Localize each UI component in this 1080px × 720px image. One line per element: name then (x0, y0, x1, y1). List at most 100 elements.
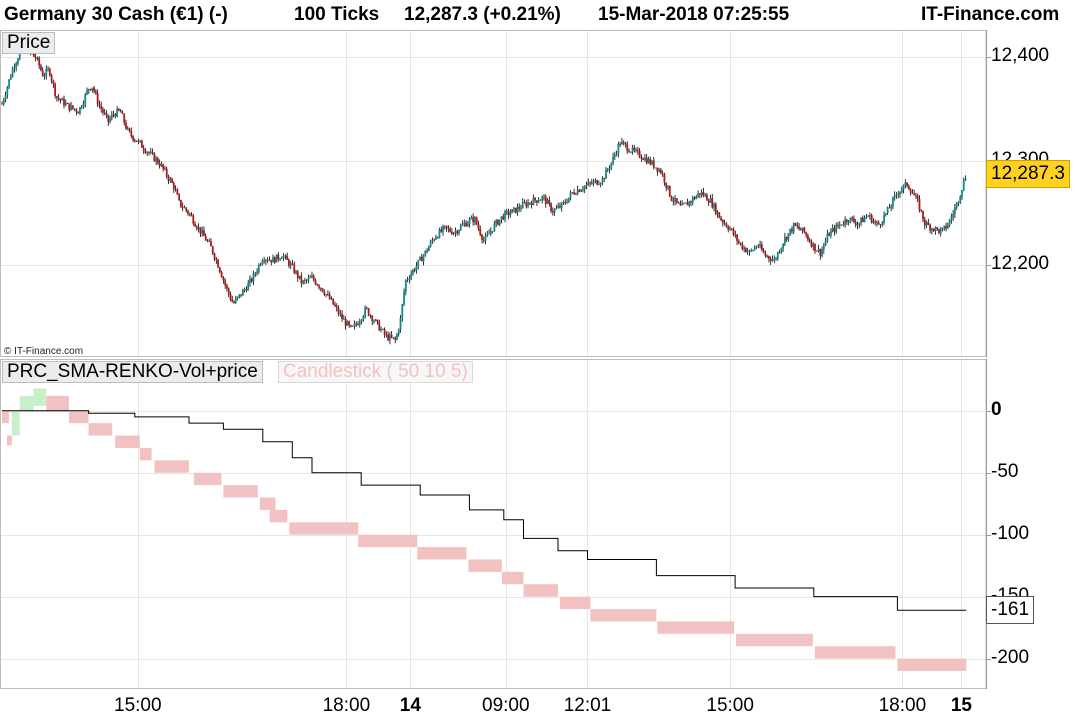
candle-body (619, 143, 622, 145)
candle-body (566, 202, 568, 204)
candle-body (759, 244, 761, 247)
candle-body (445, 225, 448, 229)
candle-body (721, 220, 724, 223)
candle-body (904, 182, 907, 186)
candle-body (571, 192, 574, 194)
candle-body (295, 271, 297, 273)
candle-body (396, 334, 398, 340)
candle-body (957, 202, 960, 203)
indicator-y-tick: -200 (991, 646, 1030, 668)
candle-body (723, 222, 726, 224)
indicator-secondary-label[interactable]: Candlestick ( 50 10 5) (278, 361, 473, 383)
candle-body (849, 217, 852, 222)
indicator-panel[interactable]: PRC_SMA-RENKO-Vol+price Candlestick ( 50… (0, 359, 1080, 689)
candle-body (218, 267, 221, 272)
candle-body (789, 228, 792, 233)
candle-body (420, 256, 423, 262)
candle-body (348, 321, 351, 326)
candle-body (211, 246, 214, 254)
candle-body (782, 243, 784, 249)
candle-body (835, 224, 838, 232)
candle-body (438, 229, 441, 238)
candle-body (794, 223, 797, 226)
candle-body (582, 189, 584, 191)
candle-body (590, 182, 593, 184)
candle-body (227, 288, 230, 294)
candle-body (954, 207, 956, 214)
candle-body (328, 294, 331, 300)
candle-body (303, 280, 306, 281)
candle-body (814, 243, 816, 251)
candle-body (861, 217, 864, 223)
candle-body (613, 154, 616, 157)
candle-body (870, 215, 873, 223)
candle-body (4, 95, 7, 100)
candle-body (59, 98, 62, 101)
candle-body (920, 210, 923, 212)
candle-body (339, 313, 342, 315)
candle-body (923, 219, 926, 226)
candle-body (964, 178, 967, 181)
candle-body (670, 196, 673, 201)
candle-body (280, 258, 283, 260)
candle-body (511, 209, 514, 214)
candle-body (314, 279, 317, 285)
candle-body (238, 294, 241, 297)
candle-body (745, 247, 747, 253)
candle-body (771, 259, 774, 261)
timestamp: 15-Mar-2018 07:25:55 (598, 4, 790, 25)
candle-body (449, 228, 452, 232)
candle-body (766, 255, 769, 257)
candle-body (291, 263, 294, 265)
candle-body (925, 222, 928, 226)
price-panel[interactable]: Price 12,400 12,300 12,200 12,287.3 © IT… (0, 30, 1080, 357)
candle-body (335, 306, 338, 308)
candle-body (769, 258, 772, 261)
candle-body (658, 169, 661, 172)
indicator-panel-label[interactable]: PRC_SMA-RENKO-Vol+price (2, 361, 263, 383)
candle-body (688, 201, 691, 206)
candle-body (93, 87, 96, 92)
candle-body (863, 217, 866, 223)
candle-body (730, 228, 733, 230)
price-chart[interactable] (0, 30, 1080, 357)
candle-body (546, 200, 549, 205)
candle-body (907, 185, 910, 190)
candle-body (355, 323, 358, 325)
candle-body (279, 258, 281, 260)
candle-body (277, 254, 280, 260)
candle-body (840, 224, 843, 226)
candle-body (927, 222, 930, 225)
candle-body (534, 197, 537, 201)
candle-body (325, 294, 328, 296)
candle-body (275, 254, 278, 263)
candle-body (550, 203, 552, 212)
candle-body (289, 263, 292, 266)
candle-body (87, 89, 90, 91)
candle-body (89, 89, 92, 91)
candle-body (631, 147, 634, 153)
candle-body (215, 259, 218, 261)
candle-body (61, 98, 64, 101)
candle-body (447, 228, 450, 229)
candle-body (392, 337, 395, 339)
candle-body (961, 190, 963, 197)
candle-body (916, 195, 919, 199)
candle-body (181, 206, 184, 208)
candle-body (123, 113, 126, 123)
candle-body (599, 183, 602, 185)
candle-body (693, 197, 696, 199)
price-panel-label[interactable]: Price (2, 32, 56, 54)
candle-body (381, 329, 384, 330)
candle-body (373, 321, 375, 322)
candle-body (323, 291, 326, 295)
candle-body (842, 224, 845, 226)
candle-body (727, 226, 730, 230)
candle-body (429, 241, 432, 247)
candle-body (520, 208, 522, 210)
candle-body (737, 240, 740, 243)
candle-body (791, 228, 793, 232)
candle-body (172, 182, 175, 190)
candle-body (374, 319, 377, 322)
indicator-chart[interactable] (0, 359, 1080, 689)
